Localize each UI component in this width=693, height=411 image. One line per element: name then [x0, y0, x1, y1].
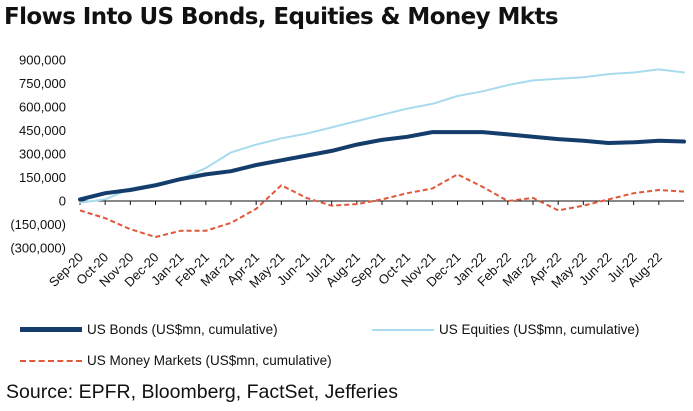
y-tick-label: 300,000 — [19, 147, 66, 162]
legend-label-equities: US Equities (US$mn, cumulative) — [439, 322, 640, 337]
legend-label-bonds: US Bonds (US$mn, cumulative) — [87, 322, 278, 337]
y-tick-label: 600,000 — [19, 100, 66, 115]
line-chart: 900,000 750,000 600,000 450,000 300,000 150,0… — [10, 53, 686, 291]
legend-swatch-bonds — [20, 327, 82, 332]
y-axis-ticks: 900,000 750,000 600,000 450,000 300,000 150,0… — [10, 53, 66, 256]
y-tick-label: 450,000 — [19, 123, 66, 138]
y-tick-label: 150,000 — [19, 170, 66, 185]
legend-swatch-equities — [372, 328, 434, 331]
y-tick-label: (150,000) — [10, 217, 66, 232]
y-tick-label: (300,000) — [10, 241, 66, 256]
legend-label-money-markets: US Money Markets (US$mn, cumulative) — [87, 353, 332, 368]
bonds-line — [78, 130, 686, 202]
y-tick-label: 0 — [59, 194, 66, 209]
y-tick-label: 900,000 — [19, 53, 66, 68]
legend-item-money-markets: US Money Markets (US$mn, cumulative) — [20, 353, 332, 368]
chart-title: Flows Into US Bonds, Equities & Money Mk… — [4, 4, 559, 30]
series-lines — [78, 68, 686, 238]
legend-item-equities: US Equities (US$mn, cumulative) — [372, 322, 639, 337]
source-note: Source: EPFR, Bloomberg, FactSet, Jeffer… — [6, 381, 398, 403]
money-markets-line — [79, 173, 685, 238]
legend-swatch-money-markets — [20, 359, 82, 362]
y-tick-label: 750,000 — [19, 76, 66, 91]
x-axis-ticks: Sep-20Oct-20Nov-20Dec-20Jan-21Feb-21Mar-… — [46, 201, 665, 291]
legend-item-bonds: US Bonds (US$mn, cumulative) — [20, 322, 278, 337]
